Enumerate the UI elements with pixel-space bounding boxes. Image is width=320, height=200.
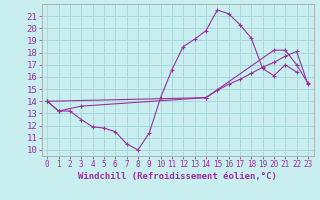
X-axis label: Windchill (Refroidissement éolien,°C): Windchill (Refroidissement éolien,°C) (78, 172, 277, 181)
